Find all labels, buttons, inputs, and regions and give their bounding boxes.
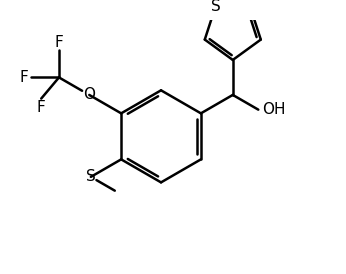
Text: O: O [83,87,95,102]
Text: OH: OH [262,102,285,117]
Text: S: S [211,0,220,14]
Text: F: F [55,35,63,50]
Text: F: F [20,70,29,85]
Text: F: F [37,101,46,115]
Text: S: S [86,169,96,184]
